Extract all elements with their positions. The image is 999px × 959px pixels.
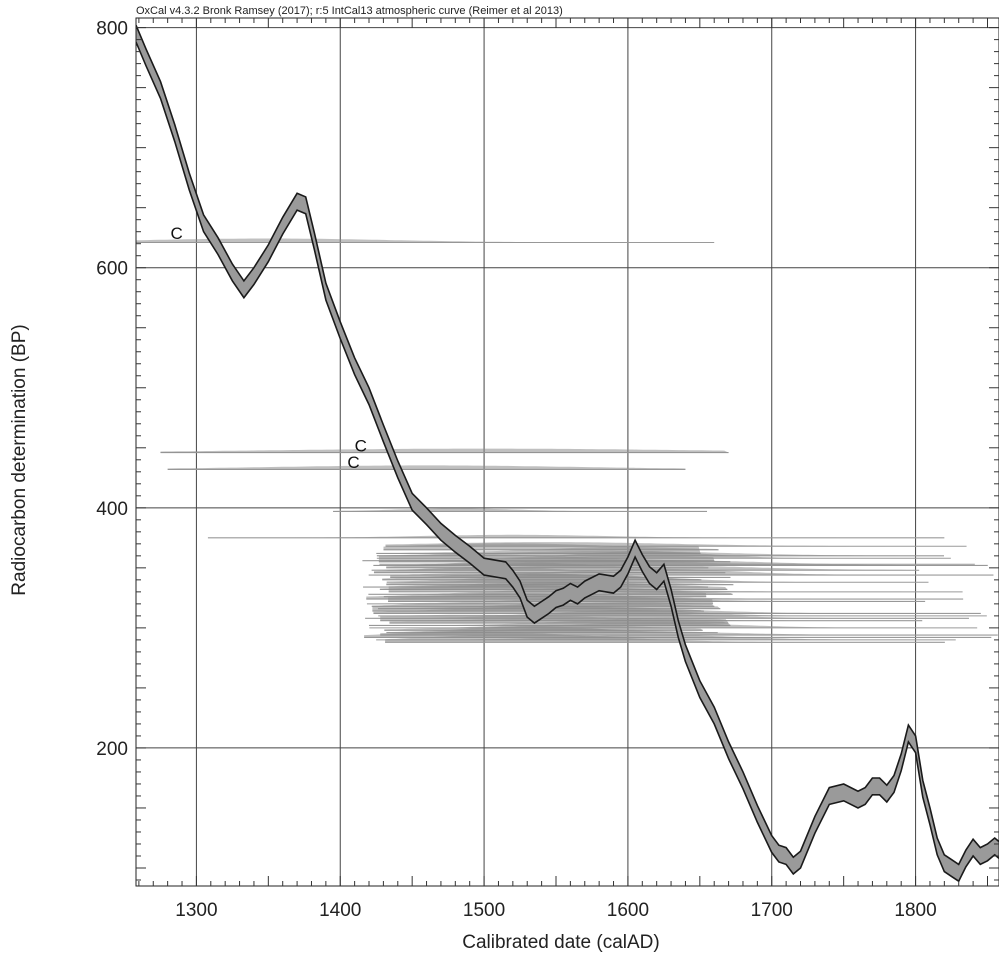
sample-distribution [373,605,938,614]
axis-ticks [136,18,999,886]
sample-marks: CCC [171,224,367,472]
sample-distribution [386,579,734,585]
chart-credit: OxCal v4.3.2 Bronk Ramsey (2017); r:5 In… [136,5,563,17]
sample-distribution [369,622,943,628]
sample-annotation-c: C [171,224,183,243]
x-tick-label: 1700 [751,900,793,921]
sample-distribution [385,634,868,643]
y-tick-label: 800 [96,19,128,40]
sample-distribution [160,448,729,453]
y-tick-label: 400 [96,499,128,520]
calibration-upper-line [136,24,999,866]
calibration-lower-line [136,41,999,883]
sample-distribution [373,567,726,573]
x-tick-label: 1400 [319,900,361,921]
y-tick-label: 200 [96,739,128,760]
sample-distribution [167,465,686,470]
y-axis-title: Radiocarbon determination (BP) [9,324,30,595]
plot-frame [135,17,999,887]
x-axis-title: Calibrated date (calAD) [462,932,659,953]
x-tick-label: 1600 [607,900,649,921]
y-tick-label: 600 [96,259,128,280]
sample-distribution [383,592,707,597]
sample-distribution [376,551,868,559]
calibration-band [136,25,999,882]
gridlines [136,18,999,886]
sample-distributions [136,238,998,643]
x-tick-label: 1500 [463,900,505,921]
x-tick-label: 1800 [894,900,936,921]
sample-annotation-c: C [355,436,367,455]
sample-distribution [207,534,837,538]
sample-distribution [386,561,709,568]
calibration-curve [136,24,999,883]
sample-annotation-c: C [347,453,359,472]
x-tick-label: 1300 [175,900,217,921]
axis-tick-labels: 1300 1400 1500 1600 1700 1800 200 400 600 800 [96,19,936,921]
